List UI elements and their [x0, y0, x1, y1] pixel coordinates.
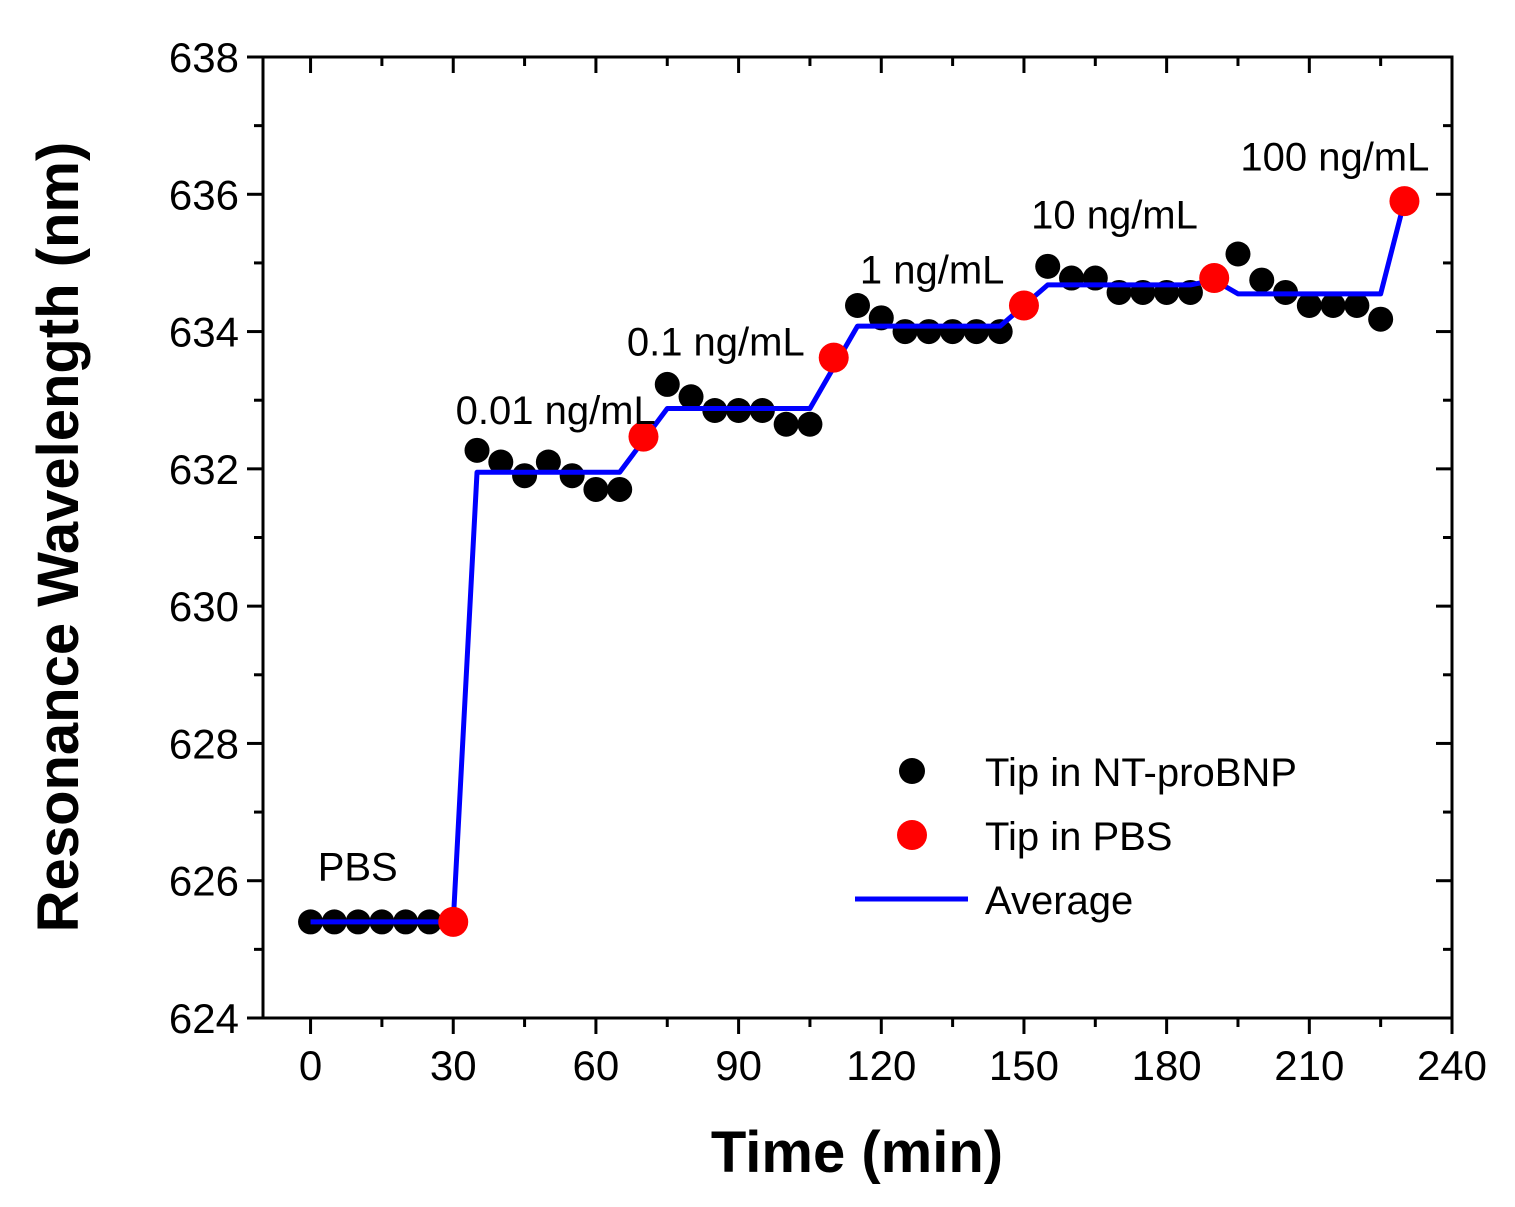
concentration-label-2: 0.1 ng/mL	[627, 321, 805, 365]
concentration-label-1: 0.01 ng/mL	[456, 389, 656, 433]
x-tick-label-7: 210	[1274, 1042, 1344, 1089]
nt-probnp-point-20	[845, 292, 870, 318]
nt-probnp-point-39	[1344, 292, 1370, 318]
concentration-label-5: 100 ng/mL	[1240, 135, 1429, 179]
nt-probnp-point-34	[1225, 241, 1251, 267]
concentration-label-4: 10 ng/mL	[1031, 194, 1198, 238]
nt-probnp-point-8	[512, 463, 538, 489]
legend-label-pbs: Tip in PBS	[985, 815, 1172, 859]
nt-probnp-point-11	[583, 476, 609, 502]
legend-label-nt-probnp: Tip in NT-proBNP	[985, 751, 1297, 795]
nt-probnp-point-6	[464, 437, 490, 463]
nt-probnp-point-37	[1296, 292, 1322, 318]
nt-probnp-point-40	[1368, 306, 1394, 332]
x-tick-label-8: 240	[1417, 1042, 1487, 1089]
annotations-layer: PBS 0.01 ng/mL 0.1 ng/mL 1 ng/mL 10 ng/mL 100…	[318, 135, 1430, 889]
nt-probnp-point-27	[1035, 253, 1061, 279]
nt-probnp-point-25	[963, 319, 989, 345]
nt-probnp-point-35	[1249, 267, 1275, 293]
nt-probnp-point-14	[678, 384, 704, 410]
pbs-point-0	[438, 906, 469, 937]
concentration-label-0: PBS	[318, 846, 398, 890]
nt-probnp-point-24	[940, 319, 966, 345]
y-axis-title: Resonance Wavelength (nm)	[26, 142, 91, 933]
legend-label-average: Average	[985, 879, 1133, 923]
legend-marker-nt-probnp	[899, 758, 925, 784]
x-tick-label-2: 60	[573, 1042, 620, 1089]
y-tick-label-7: 638	[169, 34, 239, 81]
pbs-point-4	[1199, 263, 1230, 294]
x-tick-label-3: 90	[715, 1042, 762, 1089]
nt-probnp-point-22	[892, 319, 918, 345]
nt-probnp-point-10	[559, 463, 585, 489]
concentration-label-3: 1 ng/mL	[860, 249, 1005, 293]
nt-probnp-point-38	[1320, 292, 1346, 318]
y-tick-label-4: 632	[169, 446, 239, 493]
marks-layer	[298, 186, 1420, 937]
y-tick-label-6: 636	[169, 171, 239, 218]
pbs-point-2	[818, 342, 849, 373]
nt-probnp-point-12	[607, 476, 633, 502]
average-line	[310, 200, 1407, 925]
y-tick-label-3: 630	[169, 583, 239, 630]
nt-probnp-point-13	[654, 371, 680, 397]
nt-probnp-point-19	[797, 411, 823, 437]
y-tick-label-2: 628	[169, 720, 239, 767]
y-tick-label-0: 624	[169, 995, 239, 1042]
y-tick-label-5: 634	[169, 309, 239, 356]
x-tick-label-4: 120	[846, 1042, 916, 1089]
legend: Tip in NT-proBNP Tip in PBS Average	[855, 751, 1297, 923]
x-tick-label-0: 0	[299, 1042, 322, 1089]
legend-marker-pbs	[897, 820, 927, 850]
nt-probnp-point-18	[773, 411, 799, 437]
pbs-point-1	[628, 421, 659, 452]
x-tick-label-5: 150	[989, 1042, 1059, 1089]
nt-probnp-point-9	[535, 449, 561, 475]
x-tick-label-1: 30	[430, 1042, 477, 1089]
plot-frame	[261, 55, 1454, 1020]
nt-probnp-point-7	[488, 449, 514, 475]
nt-probnp-point-23	[916, 319, 942, 345]
x-tick-label-6: 180	[1132, 1042, 1202, 1089]
x-axis-title: Time (min)	[711, 1120, 1003, 1185]
y-tick-label-1: 626	[169, 858, 239, 905]
pbs-point-5	[1389, 186, 1420, 217]
ticks-layer: 0 30 60 90 120 150 180 210 240 624 626 628 630 632 634…	[169, 34, 1487, 1089]
pbs-point-3	[1008, 290, 1039, 321]
